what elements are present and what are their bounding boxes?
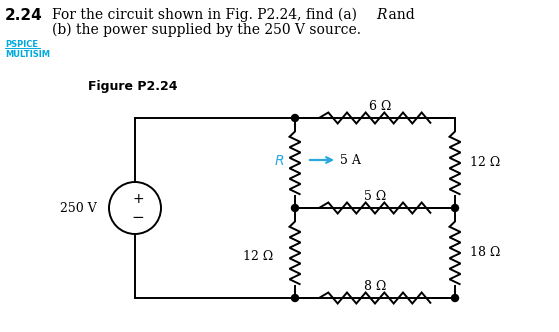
Circle shape — [291, 294, 299, 301]
Text: Figure P2.24: Figure P2.24 — [88, 80, 178, 93]
Text: 5 A: 5 A — [340, 153, 361, 167]
Text: PSPICE: PSPICE — [5, 40, 38, 49]
Circle shape — [452, 205, 458, 211]
Text: For the circuit shown in Fig. P2.24, find (a): For the circuit shown in Fig. P2.24, fin… — [52, 8, 361, 22]
Text: 12 Ω: 12 Ω — [470, 156, 500, 170]
Circle shape — [291, 205, 299, 211]
Text: 5 Ω: 5 Ω — [364, 190, 386, 203]
Text: −: − — [131, 209, 144, 224]
Circle shape — [291, 115, 299, 122]
Text: 12 Ω: 12 Ω — [243, 250, 273, 263]
Text: R: R — [274, 154, 284, 168]
Text: 6 Ω: 6 Ω — [369, 101, 391, 114]
Text: (b) the power supplied by the 250 V source.: (b) the power supplied by the 250 V sour… — [52, 23, 361, 38]
Text: 250 V: 250 V — [60, 202, 97, 214]
Text: 8 Ω: 8 Ω — [364, 280, 386, 292]
Text: MULTISIM: MULTISIM — [5, 50, 50, 59]
Text: 2.24: 2.24 — [5, 8, 42, 23]
Circle shape — [452, 294, 458, 301]
Text: R: R — [376, 8, 386, 22]
Text: +: + — [132, 192, 144, 206]
Text: 18 Ω: 18 Ω — [470, 246, 500, 260]
Text: and: and — [384, 8, 415, 22]
